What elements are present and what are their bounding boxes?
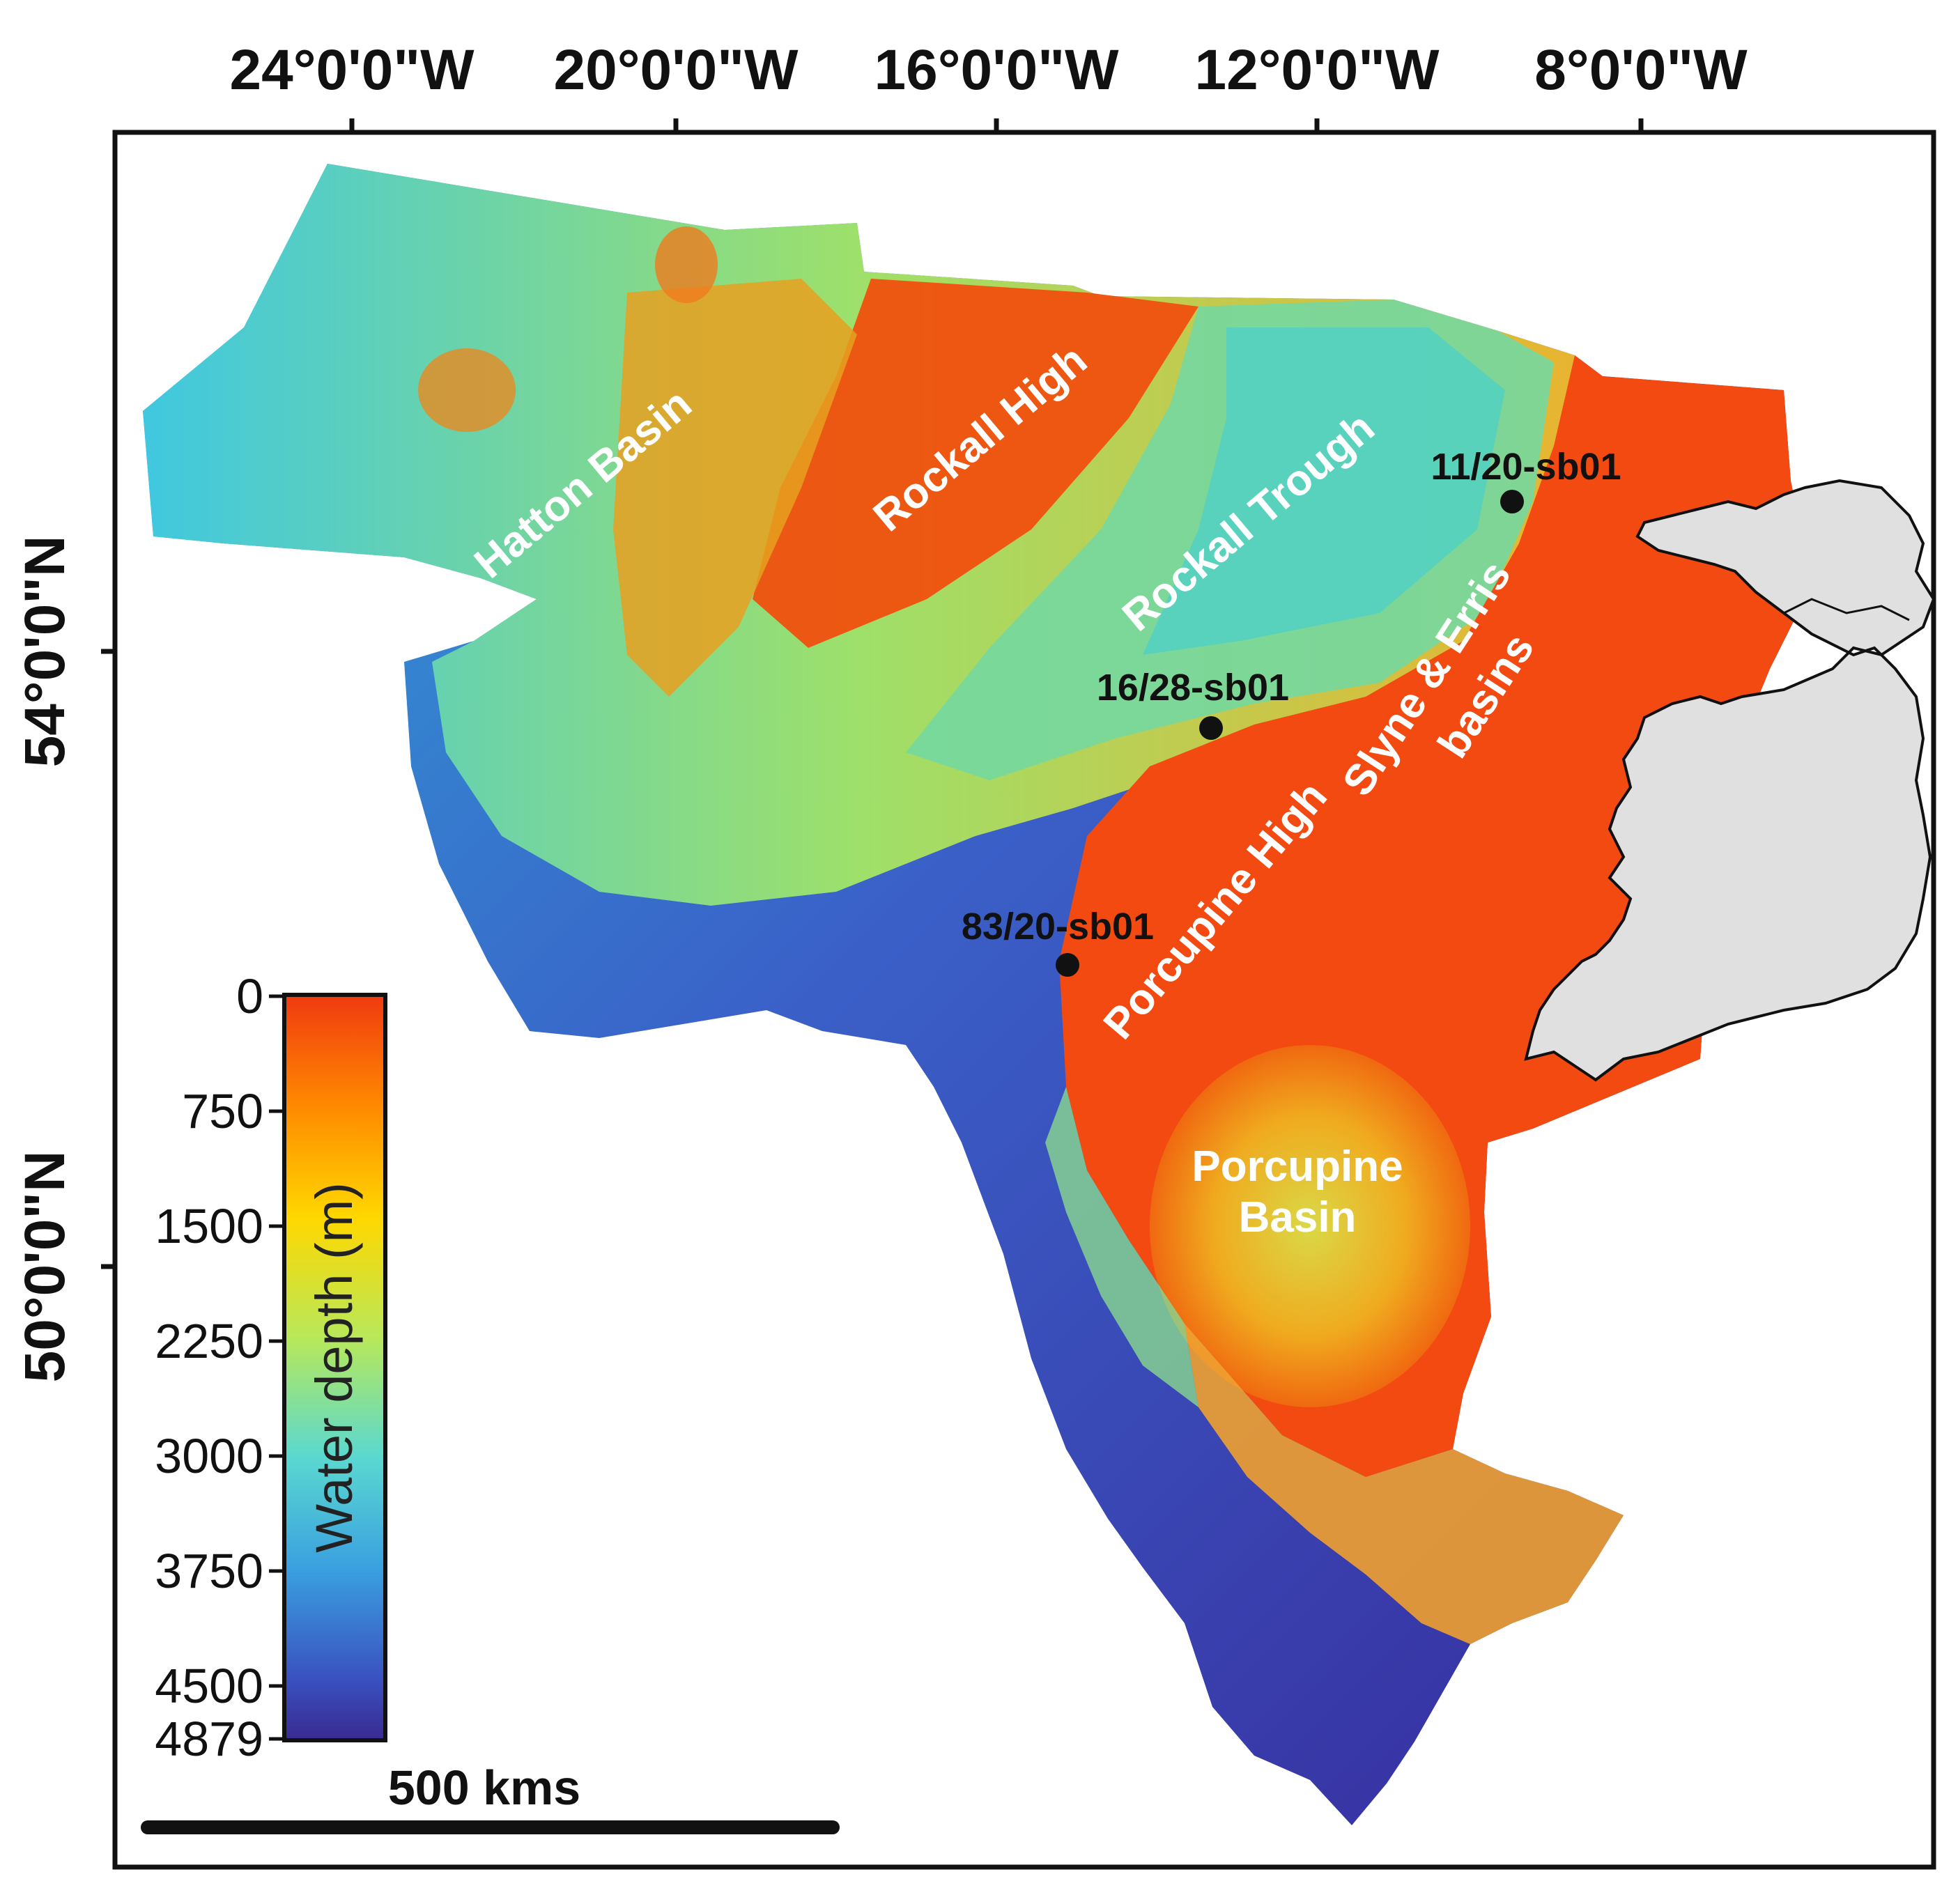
colorbar-title: Water depth (m): [305, 1182, 363, 1553]
axis-ticks: [101, 118, 1644, 1269]
colorbar-tick-label: 3750: [155, 1544, 263, 1598]
colorbar-tick-label: 0: [236, 969, 263, 1023]
well-label: 16/28-sb01: [1097, 667, 1289, 709]
colorbar-tick-label: 4500: [155, 1659, 263, 1713]
latitude-label: 54°0'0"N: [13, 536, 77, 768]
scale-bar: 500 kms: [141, 1760, 840, 1834]
well-marker: [1500, 490, 1524, 513]
colorbar-tick-label: 1500: [155, 1199, 263, 1253]
region-label-porcupine-basin: Porcupine: [1192, 1143, 1403, 1191]
colorbar-gradient: [282, 993, 387, 1742]
well-label: 11/20-sb01: [1431, 446, 1621, 488]
northern-ireland-border: [1783, 598, 1910, 621]
well-label: 83/20-sb01: [962, 906, 1154, 947]
colorbar-tick-label: 3000: [155, 1429, 263, 1483]
longitude-label: 12°0'0"W: [1195, 38, 1440, 102]
longitude-label: 24°0'0"W: [230, 38, 475, 102]
ireland-landmass: [1524, 479, 1936, 1082]
depth-colorbar: Water depth (m) 0 750 1500 2250 3000 375…: [155, 969, 387, 1766]
longitude-label: 16°0'0"W: [874, 38, 1120, 102]
longitude-label: 20°0'0"W: [554, 38, 799, 102]
colorbar-tick-label: 2250: [155, 1314, 263, 1368]
longitude-label: 8°0'0"W: [1534, 38, 1748, 102]
bathymetry-surface: [143, 164, 1812, 1825]
latitude-label: 50°0'0"N: [13, 1151, 77, 1383]
scale-bar-label: 500 kms: [388, 1760, 580, 1815]
colorbar-tick-label: 750: [182, 1084, 263, 1138]
colorbar-tick-label: 4879: [155, 1712, 263, 1766]
region-label-porcupine-basin: Basin: [1239, 1193, 1357, 1241]
well-marker: [1199, 716, 1223, 740]
well-marker: [1056, 953, 1079, 977]
